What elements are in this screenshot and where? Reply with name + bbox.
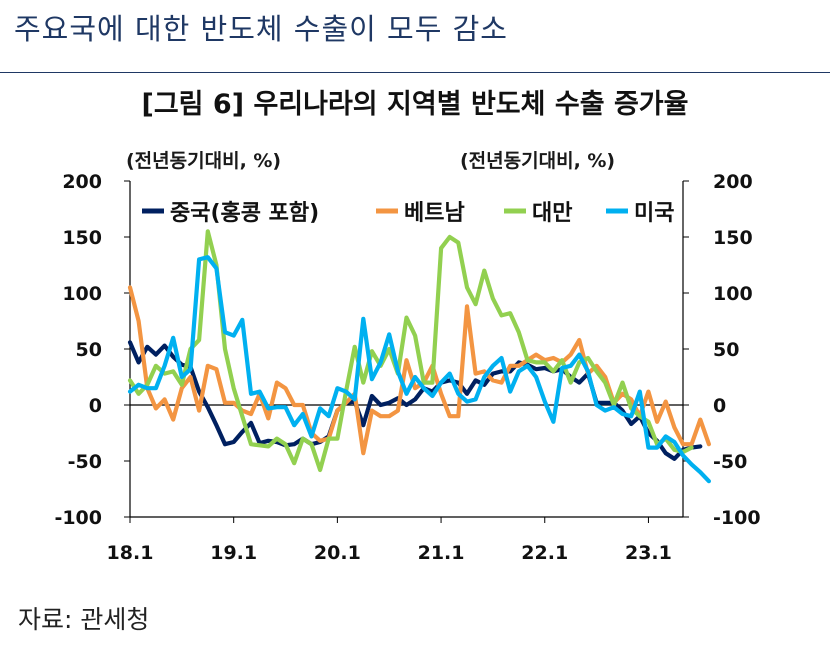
- right-y-tick-label: 200: [713, 171, 753, 193]
- source-note: 자료: 관세청: [18, 605, 150, 634]
- legend-label: 베트남: [404, 201, 465, 226]
- x-tick-label: 21.1: [418, 542, 465, 564]
- figure-title: [그림 6] 우리나라의 지역별 반도체 수출 증가율: [141, 89, 689, 120]
- left-y-tick-label: 200: [62, 171, 102, 193]
- axes-layer: -100 -100 -50 -50 0 0 50 50 100 100 150 150 200 200 18…: [54, 171, 760, 564]
- left-y-tick-label: -50: [68, 451, 102, 473]
- series-line-0: [127, 340, 703, 461]
- right-axis-unit: (전년동기대비, %): [460, 150, 616, 172]
- x-tick-label: 19.1: [210, 542, 257, 564]
- legend-label: 대만: [532, 201, 572, 226]
- left-y-tick-label: 100: [62, 283, 102, 305]
- left-y-tick-label: -100: [54, 507, 102, 529]
- right-y-tick-label: -100: [713, 507, 761, 529]
- right-y-tick-label: 150: [713, 227, 753, 249]
- right-y-tick-label: 0: [713, 395, 726, 417]
- x-tick-label: 18.1: [107, 542, 154, 564]
- x-tick-label: 22.1: [521, 542, 568, 564]
- left-y-tick-label: 150: [62, 227, 102, 249]
- right-y-tick-label: -50: [713, 451, 747, 473]
- series-line-3: [127, 255, 712, 484]
- legend-label: 미국: [634, 201, 674, 226]
- x-tick-label: 20.1: [314, 542, 361, 564]
- left-y-tick-label: 50: [76, 339, 102, 361]
- legend-label: 중국(홍콩 포함): [170, 201, 319, 226]
- left-axis-unit: (전년동기대비, %): [126, 150, 282, 172]
- right-y-tick-label: 100: [713, 283, 753, 305]
- series-layer: [127, 229, 712, 484]
- left-y-tick-label: 0: [89, 395, 102, 417]
- page-heading: 주요국에 대한 반도체 수출이 모두 감소: [14, 12, 508, 46]
- right-y-tick-label: 50: [713, 339, 739, 361]
- series-line-2: [127, 229, 694, 473]
- heading-divider: [0, 72, 830, 73]
- x-tick-label: 23.1: [625, 542, 672, 564]
- legend: 중국(홍콩 포함) 베트남 대만 미국: [142, 201, 674, 226]
